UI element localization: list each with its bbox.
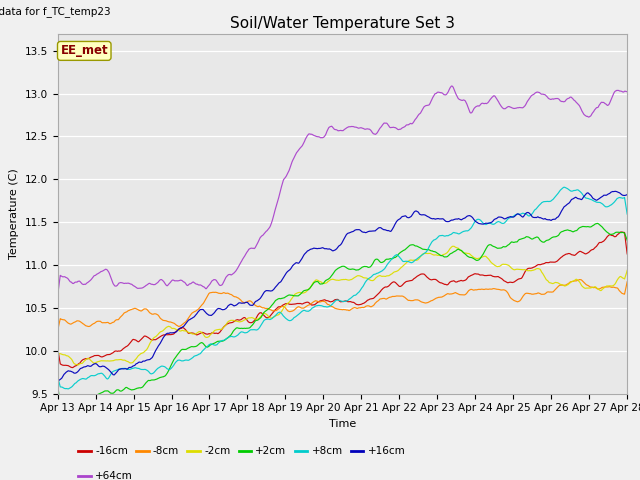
- Legend: +64cm: +64cm: [74, 467, 137, 480]
- Title: Soil/Water Temperature Set 3: Soil/Water Temperature Set 3: [230, 16, 455, 31]
- Text: No data for f_TC_temp23: No data for f_TC_temp23: [0, 6, 111, 17]
- Y-axis label: Temperature (C): Temperature (C): [9, 168, 19, 259]
- Text: EE_met: EE_met: [60, 44, 108, 58]
- X-axis label: Time: Time: [329, 419, 356, 429]
